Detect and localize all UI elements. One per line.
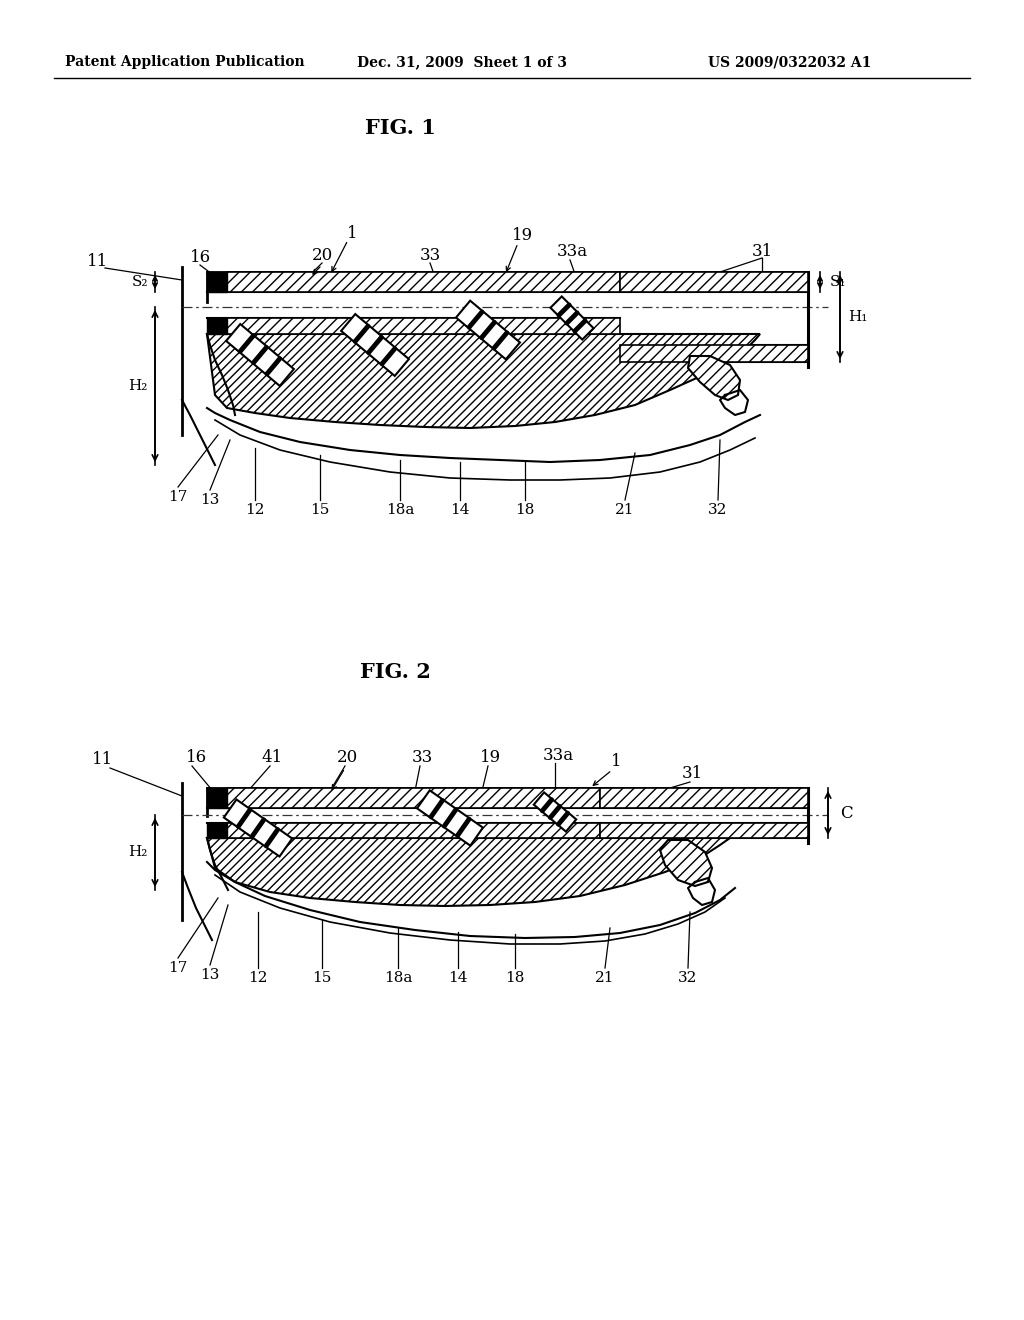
Text: 17: 17 bbox=[168, 961, 187, 975]
Polygon shape bbox=[207, 334, 760, 428]
Polygon shape bbox=[534, 792, 577, 832]
Polygon shape bbox=[226, 325, 294, 385]
Polygon shape bbox=[417, 791, 483, 846]
Bar bbox=[620, 272, 808, 292]
Text: 16: 16 bbox=[189, 248, 211, 265]
Text: US 2009/0322032 A1: US 2009/0322032 A1 bbox=[709, 55, 871, 69]
Text: C: C bbox=[840, 804, 852, 821]
Text: 1: 1 bbox=[610, 754, 622, 771]
Text: 33a: 33a bbox=[556, 243, 588, 260]
Text: 33: 33 bbox=[420, 247, 440, 264]
Text: 12: 12 bbox=[246, 503, 265, 517]
Bar bbox=[600, 788, 808, 808]
Text: Dec. 31, 2009  Sheet 1 of 3: Dec. 31, 2009 Sheet 1 of 3 bbox=[357, 55, 567, 69]
Polygon shape bbox=[688, 356, 740, 400]
Text: 19: 19 bbox=[511, 227, 532, 244]
Text: 15: 15 bbox=[310, 503, 330, 517]
Text: 31: 31 bbox=[752, 243, 773, 260]
Bar bbox=[227, 788, 600, 808]
Bar bbox=[227, 822, 600, 838]
Text: 15: 15 bbox=[312, 972, 332, 985]
Text: 31: 31 bbox=[681, 766, 702, 783]
Text: 32: 32 bbox=[678, 972, 697, 985]
Text: 13: 13 bbox=[201, 968, 220, 982]
Text: Patent Application Publication: Patent Application Publication bbox=[66, 55, 305, 69]
Bar bbox=[207, 272, 227, 292]
Text: H₂: H₂ bbox=[128, 379, 147, 393]
Text: 21: 21 bbox=[615, 503, 635, 517]
Text: FIG. 2: FIG. 2 bbox=[359, 663, 430, 682]
Text: 19: 19 bbox=[479, 750, 501, 767]
Text: 32: 32 bbox=[709, 503, 728, 517]
Text: 33: 33 bbox=[412, 750, 432, 767]
Text: FIG. 1: FIG. 1 bbox=[365, 117, 435, 139]
Bar bbox=[620, 345, 808, 362]
Polygon shape bbox=[207, 838, 730, 906]
Text: H₁: H₁ bbox=[848, 310, 867, 323]
Text: 33a: 33a bbox=[543, 747, 573, 763]
Bar bbox=[600, 822, 808, 838]
Polygon shape bbox=[660, 840, 712, 886]
Text: H₂: H₂ bbox=[128, 846, 147, 859]
Text: 16: 16 bbox=[185, 750, 207, 767]
Text: 11: 11 bbox=[92, 751, 114, 768]
Polygon shape bbox=[341, 314, 409, 376]
Text: 11: 11 bbox=[87, 252, 109, 269]
Text: 18a: 18a bbox=[384, 972, 413, 985]
Text: 14: 14 bbox=[449, 972, 468, 985]
Bar bbox=[227, 318, 620, 334]
Text: 14: 14 bbox=[451, 503, 470, 517]
Text: S₂: S₂ bbox=[132, 275, 148, 289]
Polygon shape bbox=[456, 301, 520, 359]
Polygon shape bbox=[224, 800, 292, 857]
Text: 41: 41 bbox=[261, 750, 283, 767]
Bar bbox=[207, 822, 227, 838]
Text: S₁: S₁ bbox=[829, 275, 846, 289]
Text: 1: 1 bbox=[347, 224, 357, 242]
Text: 20: 20 bbox=[336, 750, 357, 767]
Text: 18: 18 bbox=[515, 503, 535, 517]
Text: 20: 20 bbox=[311, 247, 333, 264]
Text: 12: 12 bbox=[248, 972, 267, 985]
Text: 21: 21 bbox=[595, 972, 614, 985]
Bar bbox=[207, 318, 227, 334]
Bar bbox=[207, 788, 227, 808]
Polygon shape bbox=[551, 297, 594, 339]
Text: 17: 17 bbox=[168, 490, 187, 504]
Bar bbox=[227, 272, 620, 292]
Text: 18: 18 bbox=[505, 972, 524, 985]
Text: 18a: 18a bbox=[386, 503, 414, 517]
Text: 13: 13 bbox=[201, 492, 220, 507]
